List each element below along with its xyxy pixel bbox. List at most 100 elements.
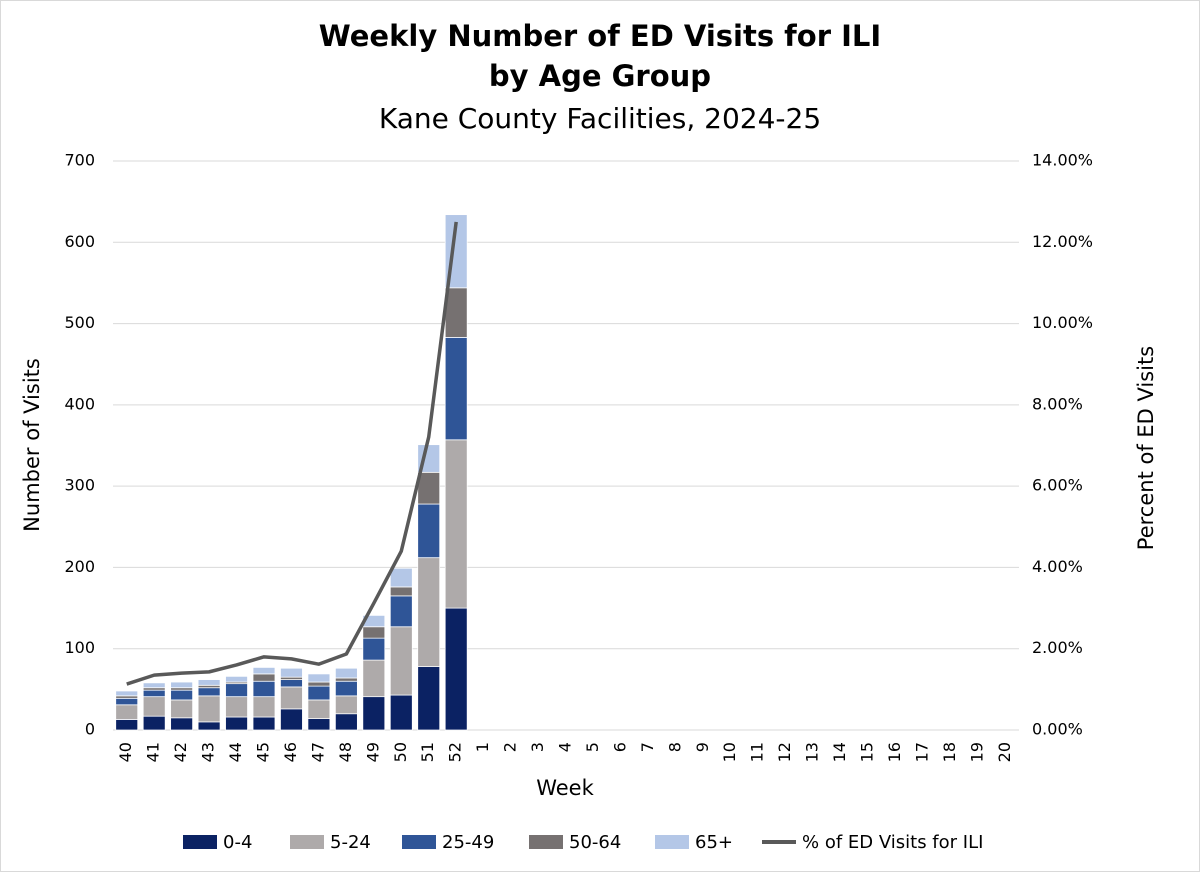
bar xyxy=(197,679,221,686)
bar xyxy=(252,716,276,731)
bar xyxy=(142,715,166,731)
x-tick-label: 44 xyxy=(226,742,245,762)
x-tick-label: 10 xyxy=(720,742,739,762)
legend-label: 0-4 xyxy=(223,832,252,853)
x-tick-label: 8 xyxy=(665,742,684,752)
bar xyxy=(335,695,358,715)
bar xyxy=(417,666,441,731)
line xyxy=(126,221,458,686)
y-tick-label: 0 xyxy=(85,720,95,739)
legend-swatch xyxy=(183,835,217,849)
bar xyxy=(417,503,441,559)
x-tick-label: 9 xyxy=(693,742,712,752)
x-tick-label: 20 xyxy=(995,742,1014,762)
bar xyxy=(252,673,276,682)
x-tick-label: 17 xyxy=(912,742,931,762)
bar xyxy=(362,659,386,698)
x-tick-label: 3 xyxy=(528,742,547,752)
x-tick-label: 41 xyxy=(144,742,163,762)
y-tick-label: 100 xyxy=(64,638,95,657)
legend-label: 65+ xyxy=(695,832,733,853)
x-tick-label: 15 xyxy=(858,742,877,762)
bar xyxy=(444,439,468,609)
y-tick-label: 200 xyxy=(64,557,95,576)
bar xyxy=(197,721,221,731)
y2-tick-label: 14.00% xyxy=(1032,151,1093,170)
bar xyxy=(252,667,276,675)
bar xyxy=(417,471,441,505)
legend-label: 50-64 xyxy=(569,832,621,853)
bar xyxy=(280,708,303,731)
bar xyxy=(197,695,221,723)
x-tick-label: 40 xyxy=(116,742,135,762)
bar xyxy=(389,595,413,628)
bar xyxy=(389,626,413,696)
bar xyxy=(444,337,468,441)
x-tick-label: 42 xyxy=(171,742,190,762)
chart-title: Weekly Number of ED Visits for ILI xyxy=(319,19,881,53)
x-tick-label: 46 xyxy=(281,742,300,762)
x-tick-label: 11 xyxy=(748,742,767,762)
bar xyxy=(307,673,331,683)
y2-axis-title: Percent of ED Visits xyxy=(1134,346,1158,550)
y2-tick-label: 0.00% xyxy=(1032,720,1083,739)
bar xyxy=(115,697,139,706)
bar xyxy=(389,567,413,588)
y-tick-label: 300 xyxy=(64,476,95,495)
x-tick-label: 7 xyxy=(638,742,657,752)
bar xyxy=(170,681,193,689)
x-tick-label: 1 xyxy=(473,742,492,752)
bar xyxy=(170,717,193,731)
y-axis-title: Number of Visits xyxy=(20,358,44,532)
bar xyxy=(225,716,248,731)
bar xyxy=(280,667,303,678)
y-tick-label: 500 xyxy=(64,313,95,332)
x-tick-label: 52 xyxy=(446,742,465,762)
bar xyxy=(307,718,331,731)
chart-title: by Age Group xyxy=(489,59,711,93)
y2-tick-label: 12.00% xyxy=(1032,232,1093,251)
x-tick-label: 43 xyxy=(199,742,218,762)
bar xyxy=(335,713,358,731)
legend-swatch xyxy=(529,835,563,849)
bar xyxy=(335,677,358,682)
bar xyxy=(252,696,276,718)
legend-swatch xyxy=(402,835,436,849)
bar xyxy=(280,686,303,710)
y-tick-label: 700 xyxy=(64,151,95,170)
x-tick-label: 50 xyxy=(391,742,410,762)
bar xyxy=(225,696,248,718)
x-tick-label: 4 xyxy=(556,742,575,752)
x-tick-label: 19 xyxy=(967,742,986,762)
bar xyxy=(115,704,139,720)
x-tick-label: 45 xyxy=(254,742,273,762)
x-tick-label: 12 xyxy=(775,742,794,762)
y2-tick-label: 8.00% xyxy=(1032,394,1083,413)
legend-swatch xyxy=(290,835,324,849)
y2-tick-label: 6.00% xyxy=(1032,476,1083,495)
x-tick-label: 14 xyxy=(830,742,849,762)
legend-label: 5-24 xyxy=(330,832,371,853)
bar xyxy=(170,689,193,701)
x-tick-label: 2 xyxy=(501,742,520,752)
x-tick-label: 49 xyxy=(363,742,382,762)
x-tick-label: 47 xyxy=(308,742,327,762)
bar xyxy=(307,699,331,719)
bar xyxy=(362,637,386,661)
x-tick-label: 48 xyxy=(336,742,355,762)
bar xyxy=(417,557,441,667)
bar xyxy=(307,681,331,687)
bar xyxy=(444,607,468,731)
bar xyxy=(115,719,139,731)
x-tick-label: 6 xyxy=(610,742,629,752)
bar xyxy=(142,689,166,698)
y-tick-label: 400 xyxy=(64,394,95,413)
bar xyxy=(389,586,413,597)
y2-tick-label: 2.00% xyxy=(1032,638,1083,657)
bar xyxy=(389,694,413,731)
bar xyxy=(225,683,248,698)
bar xyxy=(280,679,303,688)
y2-tick-label: 4.00% xyxy=(1032,557,1083,576)
y2-tick-label: 10.00% xyxy=(1032,313,1093,332)
